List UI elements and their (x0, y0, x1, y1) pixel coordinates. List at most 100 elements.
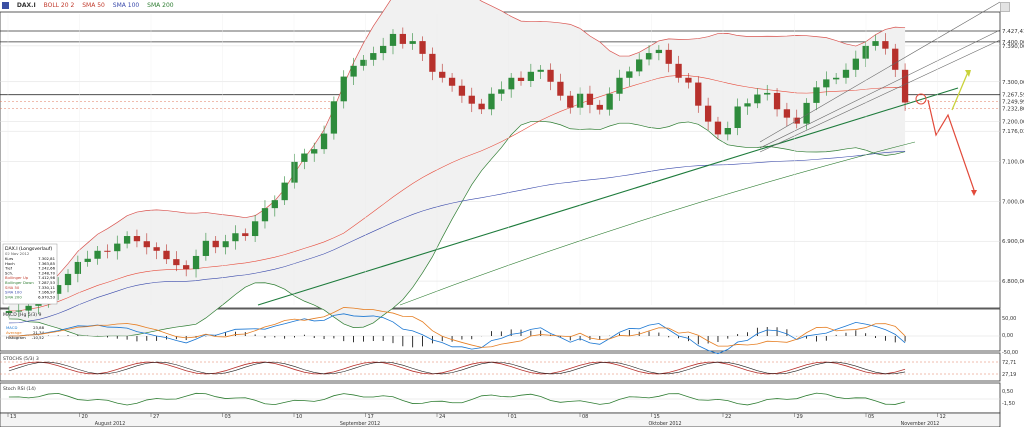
candle-body (685, 77, 692, 83)
time-tick-label: 29 (797, 414, 803, 420)
candle-body (567, 95, 574, 108)
candle (84, 250, 91, 267)
macd-legend-label: Histogram (6, 335, 26, 340)
candle-body (842, 69, 850, 78)
candle (557, 73, 564, 101)
candle (882, 33, 889, 55)
indicator-boll[interactable]: BOLL 20 2 (43, 2, 75, 9)
time-tick-label: 13 (10, 414, 16, 420)
candle (783, 102, 791, 127)
legend-row-value: 7.248,70 (38, 270, 55, 275)
candle-body (261, 208, 269, 222)
candle-body (84, 258, 91, 262)
oscillator-axis-label: 0,50 (1002, 389, 1013, 395)
candle (15, 304, 22, 317)
candle-body (202, 240, 210, 256)
candle (645, 45, 653, 66)
candle-body (636, 59, 643, 72)
projection-up-arrowhead (965, 70, 971, 77)
time-tick-label: 27 (153, 414, 159, 420)
candle (901, 63, 909, 111)
legend-row-label: Hoch (5, 261, 15, 266)
candle (537, 65, 544, 79)
time-tick-label: 12 (940, 414, 946, 420)
channel-lower-line (759, 39, 1001, 153)
indicator-sma200[interactable]: SMA 200 (147, 2, 174, 9)
candle (94, 246, 101, 265)
candle-body (517, 77, 525, 81)
candle (458, 79, 466, 103)
projection-down-arrow (927, 99, 975, 191)
candle (419, 36, 426, 62)
month-label: August 2012 (95, 421, 126, 427)
macd-legend-value: 21,34 (33, 330, 44, 335)
price-axis-label: 7.267,59 (1002, 93, 1024, 99)
month-label: September 2012 (340, 421, 380, 427)
candle-body (222, 241, 229, 248)
candle-body (419, 41, 426, 54)
bollinger-upper-line (8, 0, 906, 304)
candle-body (232, 233, 239, 242)
candle (626, 66, 633, 87)
candle (685, 72, 692, 89)
price-axis-label: 7.427,41 (1002, 29, 1024, 35)
candle (330, 96, 338, 140)
window-menu-icon[interactable] (1000, 2, 1010, 12)
candle (183, 260, 190, 277)
candle-body (547, 69, 554, 82)
candle-body (714, 121, 722, 135)
legend-row-label: Bollinger Up (5, 275, 29, 280)
candle-body (704, 105, 712, 122)
candle (508, 72, 515, 98)
time-tick-label: 20 (82, 414, 88, 420)
candle-body (399, 33, 406, 44)
candle-body (832, 77, 840, 80)
candle (754, 88, 761, 109)
legend-row-value: 7.287,53 (38, 280, 55, 285)
time-tick-label: 03 (225, 414, 231, 420)
sma50-line (8, 75, 906, 312)
candle-body (192, 255, 200, 270)
candle-body (557, 81, 564, 96)
chart-app-icon (2, 2, 9, 9)
candle-body (271, 200, 278, 209)
candle (311, 142, 318, 162)
macd-label: MACD (Hg 5/3) 9 (3, 312, 41, 318)
candle (695, 76, 702, 113)
legend-row-label: Kurs (5, 256, 13, 261)
candle (340, 70, 347, 109)
oscillator-line (8, 392, 906, 406)
candle (55, 277, 62, 300)
candle-body (498, 89, 505, 94)
indicator-sma50[interactable]: SMA 50 (82, 2, 105, 9)
candle (636, 53, 643, 77)
legend-row-label: SMA 200 (5, 294, 22, 299)
macd-line (8, 313, 906, 355)
legend-row-value: 7.330,11 (38, 285, 55, 290)
stoch-d-line (8, 361, 906, 375)
candle-body (35, 303, 42, 306)
oscillator-panel (0, 382, 1001, 414)
candle-body (803, 102, 810, 124)
candle (872, 34, 879, 51)
candle-body (675, 63, 682, 78)
candle (222, 234, 229, 255)
stoch-axis-label: 72,71 (1002, 360, 1016, 366)
legend-row-value: 7.166,97 (38, 290, 55, 295)
price-axis-label: 7.100,00 (1002, 159, 1024, 165)
candle-body (281, 182, 288, 201)
candle (616, 69, 623, 101)
indicator-sma100[interactable]: SMA 100 (112, 2, 140, 9)
candle-body (458, 85, 466, 96)
legend-row-label: SMA 50 (5, 285, 20, 290)
stoch-axis-label: 27,19 (1002, 372, 1016, 378)
symbol-selector[interactable]: DAX.I (16, 2, 36, 9)
candle (665, 43, 672, 73)
candle-body (508, 77, 515, 90)
projection-down-arrowhead (971, 190, 977, 196)
legend-row-label: Bollinger Down (5, 280, 34, 285)
candle-body (724, 128, 731, 135)
candle (675, 55, 682, 83)
